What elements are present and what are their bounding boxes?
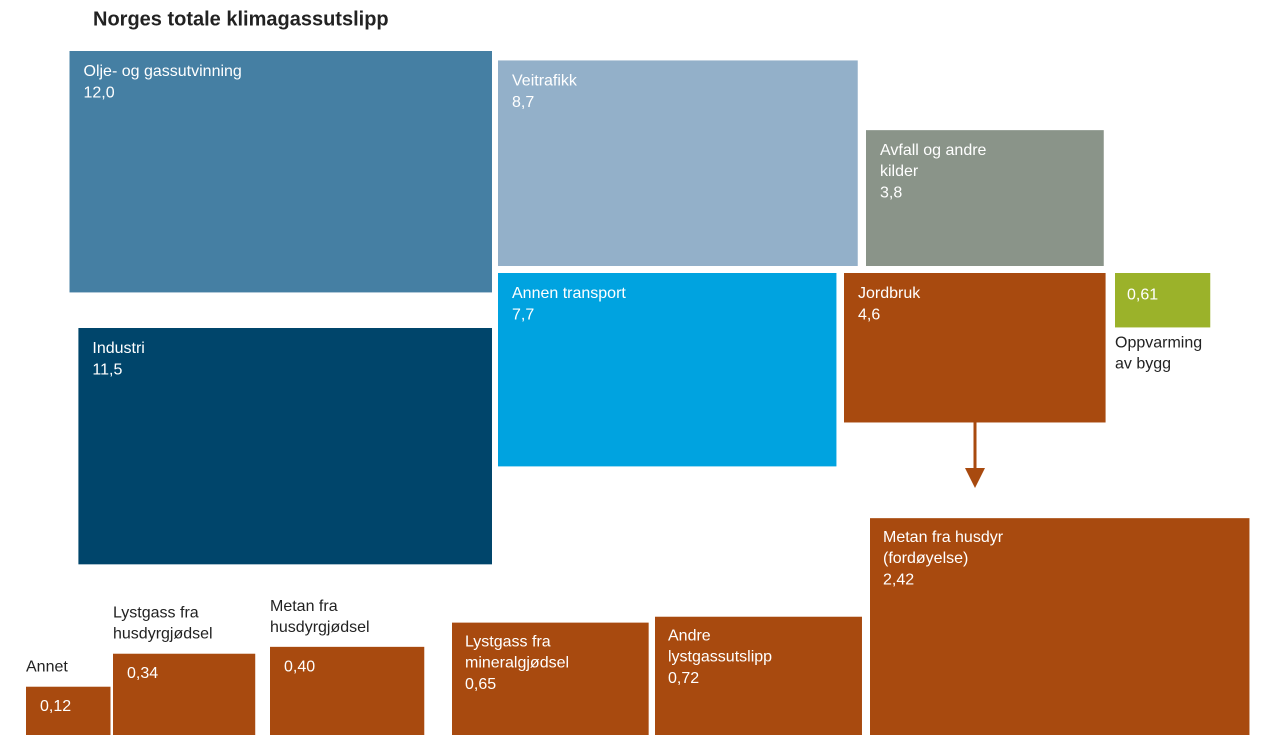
category-label: Avfall og andre kilder [880, 143, 987, 181]
area-box [270, 646, 425, 735]
category-label: Metan fra husdyr (fordøyelse) [883, 530, 1004, 568]
category-label: Industri [92, 340, 144, 357]
category-label: Olje- og gassutvinning [84, 63, 242, 80]
category-label: Jordbruk [858, 285, 921, 302]
area-box [78, 328, 492, 565]
value-label: 8,7 [512, 94, 534, 111]
value-label: 4,6 [858, 306, 880, 323]
area-box [452, 622, 649, 735]
category-label: Veitrafikk [512, 73, 578, 90]
area-box [498, 60, 858, 267]
category-label: Lystgass fra mineralgjødsel [465, 634, 569, 672]
value-label: 3,8 [880, 185, 902, 202]
category-label: Lystgass fra husdyrgjødsel [113, 605, 213, 643]
value-label: 0,61 [1127, 286, 1158, 303]
value-label: 12,0 [84, 84, 115, 101]
value-label: 0,72 [668, 670, 699, 687]
area-box [866, 130, 1104, 266]
area-box [870, 518, 1250, 735]
area-box [69, 51, 493, 293]
area-box [113, 653, 256, 735]
area-box [655, 616, 862, 735]
category-label: Andre lystgassutslipp [668, 628, 772, 666]
value-label: 11,5 [92, 361, 122, 378]
area-box [498, 273, 837, 467]
value-label: 0,65 [465, 676, 496, 693]
chart-title: Norges totale klimagassutslipp [93, 9, 389, 31]
value-label: 2,42 [883, 572, 914, 589]
arrow-head [965, 468, 985, 488]
value-label: 0,34 [127, 665, 158, 682]
category-label: Annet [26, 659, 68, 676]
value-label: 7,7 [512, 306, 534, 323]
value-label: 0,40 [284, 658, 315, 675]
area-box [1115, 273, 1211, 328]
category-label: Oppvarming av bygg [1115, 335, 1202, 373]
category-label: Metan fra husdyrgjødsel [270, 598, 370, 636]
area-box [26, 686, 111, 735]
category-label: Annen transport [512, 285, 626, 302]
value-label: 0,12 [40, 698, 71, 715]
area-box [844, 273, 1106, 423]
